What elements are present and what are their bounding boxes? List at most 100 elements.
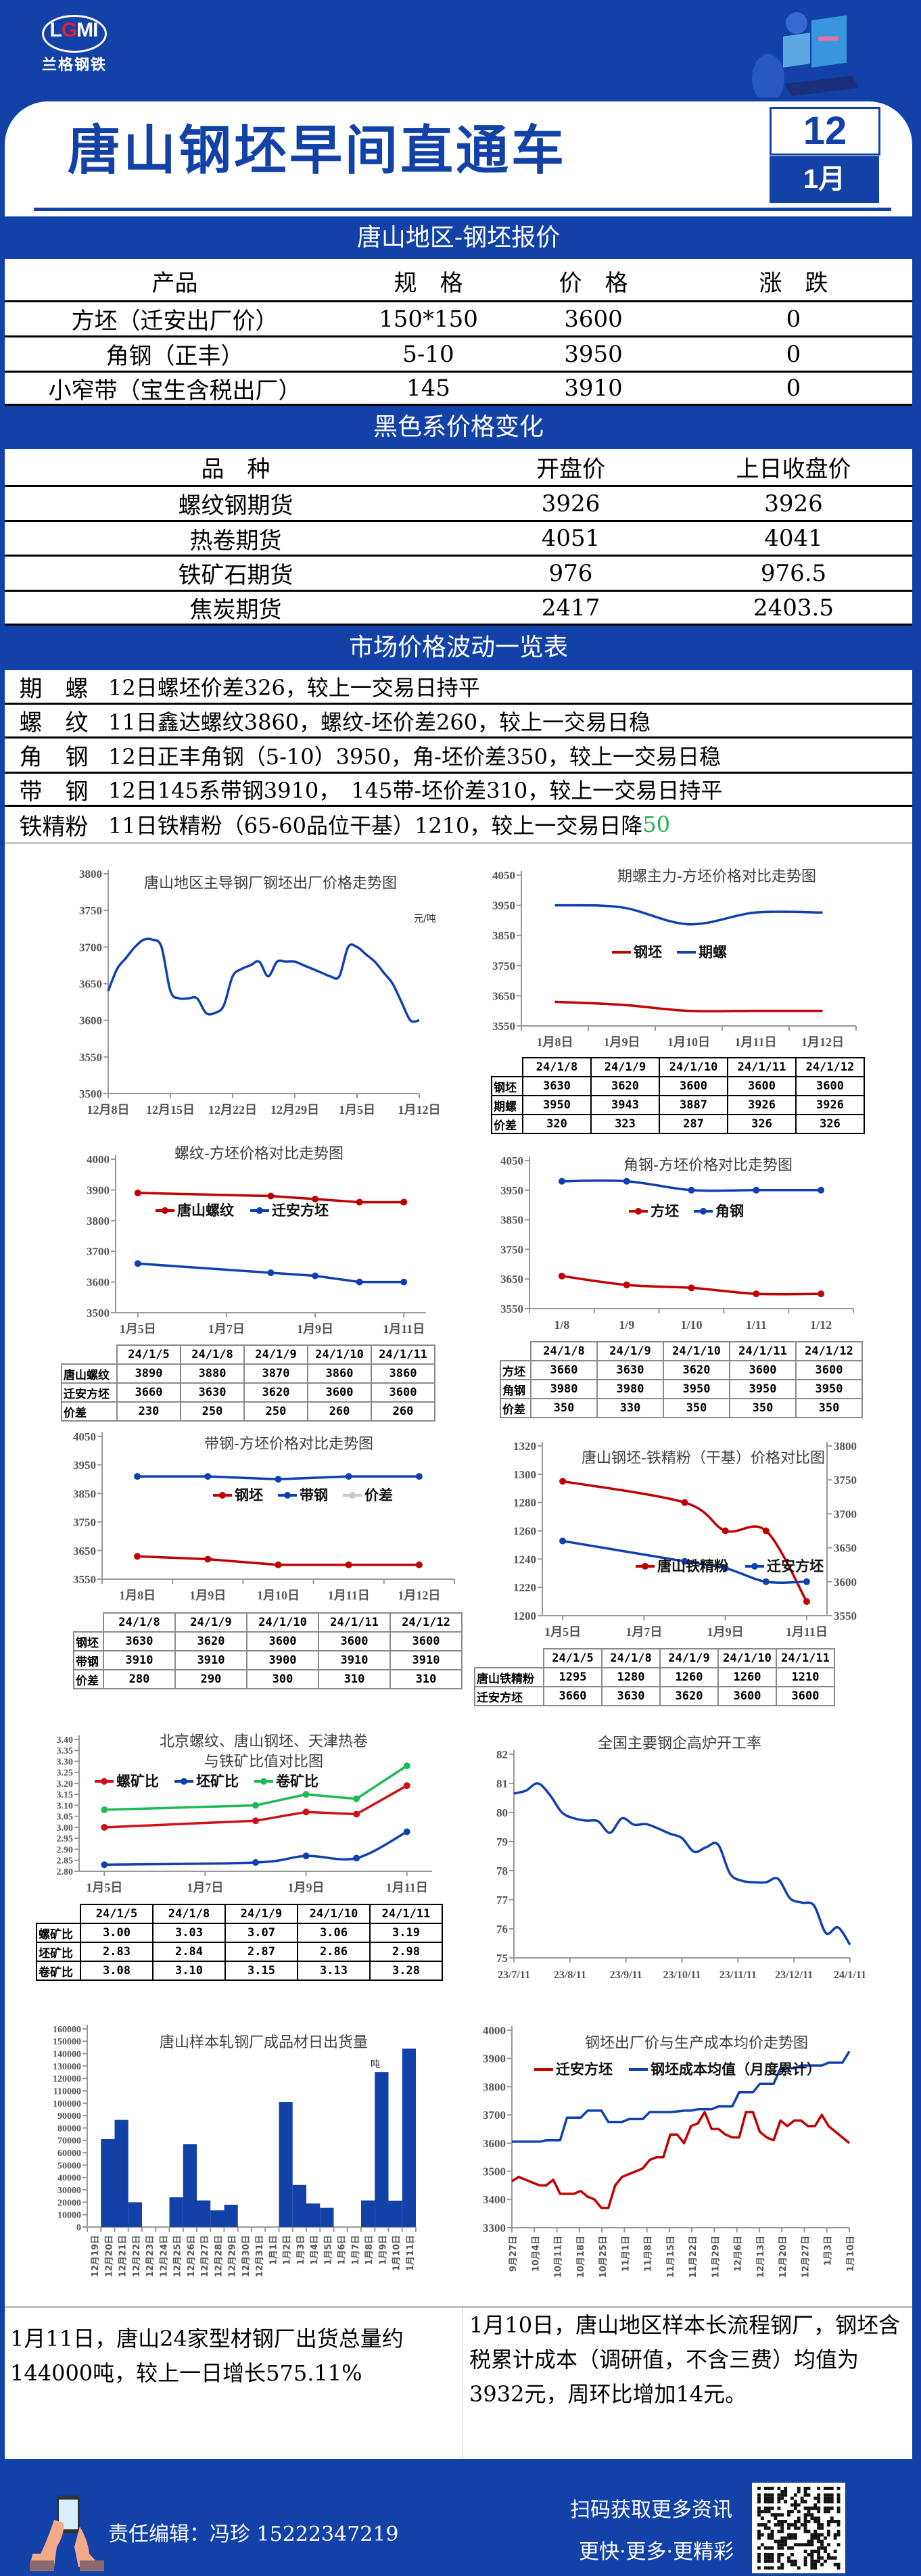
qr-module	[817, 2506, 821, 2510]
y-tick-label: 75	[496, 1952, 508, 1965]
qr-module	[770, 2529, 774, 2533]
qr-module	[784, 2500, 788, 2504]
table-row-label: 卷矿比	[36, 1961, 81, 1981]
qr-module	[793, 2520, 797, 2523]
y-tick-label: 1240	[513, 1553, 536, 1566]
logo-letter: MI	[76, 19, 98, 41]
table-cell: 3950	[663, 1379, 730, 1399]
qr-module	[770, 2500, 774, 2504]
data-point	[345, 1473, 352, 1480]
spec: 5-10	[402, 340, 454, 368]
chart-data-table: 24/1/5 24/1/8 24/1/9 24/1/10 24/1/11 唐山铁精粉 129…	[474, 1648, 835, 1706]
qr-module	[817, 2556, 821, 2560]
table-cell: 3926	[727, 1095, 797, 1115]
qr-module	[813, 2559, 818, 2563]
x-tick-label: 1月1日	[268, 2235, 279, 2265]
data-point	[681, 1499, 688, 1506]
legend-marker	[162, 1207, 168, 1214]
qr-module	[810, 2550, 814, 2553]
qr-module	[817, 2550, 821, 2553]
x-tick-label: 12月20日	[778, 2236, 788, 2278]
y-tick-label: 3.00	[57, 1823, 74, 1833]
table-cell: 3600	[776, 1686, 835, 1706]
qr-module	[793, 2500, 797, 2504]
table-cell: 287	[659, 1114, 728, 1134]
bar	[320, 2207, 334, 2227]
table-row-label: 价差	[491, 1114, 523, 1134]
qr-module	[777, 2553, 781, 2556]
chart-title: 螺纹-方坯价格对比走势图	[174, 1146, 344, 1163]
data-point	[134, 1260, 141, 1267]
qr-module	[813, 2550, 818, 2553]
qr-module	[780, 2543, 784, 2547]
chart-data-table: 24/1/8 24/1/9 24/1/10 24/1/11 24/1/12 钢坯 3630 3…	[491, 1057, 865, 1134]
legend-label: 唐山铁精粉	[657, 1558, 728, 1574]
qr-module	[767, 2500, 771, 2504]
x-tick-label: 12月28日	[214, 2235, 224, 2277]
qr-module	[817, 2510, 821, 2514]
qr-module	[803, 2520, 807, 2523]
qr-module	[763, 2496, 768, 2500]
chart-4: 带钢-方坯价格对比走势图 3550 3650 3750 3850 3950 4050 1月8日…	[73, 1430, 455, 1602]
editor-contact: 责任编辑：冯珍 15222347219	[108, 2523, 399, 2546]
x-tick-label: 12月26日	[187, 2235, 197, 2277]
x-tick-label: 1月9日	[604, 1035, 640, 1049]
x-tick-label: 12月15日	[146, 1103, 195, 1117]
qr-module	[836, 2520, 841, 2523]
data-point	[101, 1824, 108, 1831]
table-date-header: 24/1/8	[530, 1341, 598, 1361]
qr-module	[833, 2536, 837, 2540]
y2-tick-label: 3700	[834, 1507, 857, 1520]
x-tick-label: 1月6日	[337, 2235, 348, 2265]
qr-module	[770, 2506, 774, 2510]
table-cell: 310	[389, 1669, 463, 1689]
data-point	[400, 1198, 408, 1206]
table-cell: 3600	[389, 1631, 463, 1652]
qr-module	[817, 2487, 821, 2490]
section-header-futures: 黑色系价格变化	[5, 406, 912, 449]
table-row-label: 价差	[500, 1398, 532, 1418]
x-tick-label: 1月10日	[846, 2236, 856, 2272]
y-tick-label: 2.80	[57, 1867, 74, 1877]
y-tick-label: 20000	[57, 2198, 81, 2208]
qr-module	[810, 2543, 814, 2547]
qr-module	[787, 2513, 790, 2517]
row-text-main: 11日铁精粉（65-60品位干基）1210，较上一交易日降	[108, 813, 643, 839]
x-tick-label: 11月8日	[644, 2236, 654, 2272]
table-cell: 3600	[727, 1076, 797, 1096]
series-line	[513, 1782, 851, 1946]
legend-marker	[284, 1492, 291, 1499]
y-tick-label: 77	[496, 1894, 509, 1906]
data-point	[803, 1578, 810, 1585]
qr-module	[763, 2523, 768, 2527]
table-cell: 1280	[601, 1667, 661, 1687]
qr-module	[770, 2493, 774, 2497]
table-row: 钢坯 3630 3620 3600 3600 3600	[491, 1076, 865, 1096]
table-cell: 300	[246, 1669, 319, 1689]
qr-module	[836, 2487, 841, 2490]
qr-module	[790, 2546, 794, 2550]
y-tick-label: 3950	[500, 1184, 523, 1197]
qr-module	[790, 2496, 794, 2500]
table-row-label: 钢坯	[73, 1631, 104, 1652]
y-tick-label: 3600	[87, 1276, 110, 1289]
data-point	[353, 1795, 360, 1802]
table-row: 带钢 3910 3910 3900 3910 3910	[73, 1650, 463, 1670]
x-tick-label: 10月11日	[554, 2236, 564, 2278]
qr-module	[824, 2493, 827, 2497]
data-point	[403, 1762, 410, 1769]
y-tick-label: 1200	[513, 1610, 536, 1622]
table-date-header: 24/1/12	[795, 1057, 865, 1077]
x-tick-label: 1月9日	[189, 1589, 226, 1602]
x-tick-label: 23/8/11	[554, 1969, 586, 1981]
qr-code[interactable]	[752, 2483, 845, 2573]
data-point	[134, 1553, 141, 1560]
table-header-row: 品 种 开盘价 上日收盘价	[5, 449, 912, 487]
y-tick-label: 3750	[79, 904, 102, 917]
table-corner	[74, 1613, 103, 1632]
table-date-header: 24/1/9	[659, 1648, 719, 1668]
table-row: 卷矿比 3.08 3.10 3.15 3.13 3.28	[36, 1961, 443, 1981]
y2-tick-label: 3600	[834, 1576, 857, 1589]
table-date-header: 24/1/11	[371, 1344, 435, 1365]
qr-module	[810, 2516, 814, 2520]
